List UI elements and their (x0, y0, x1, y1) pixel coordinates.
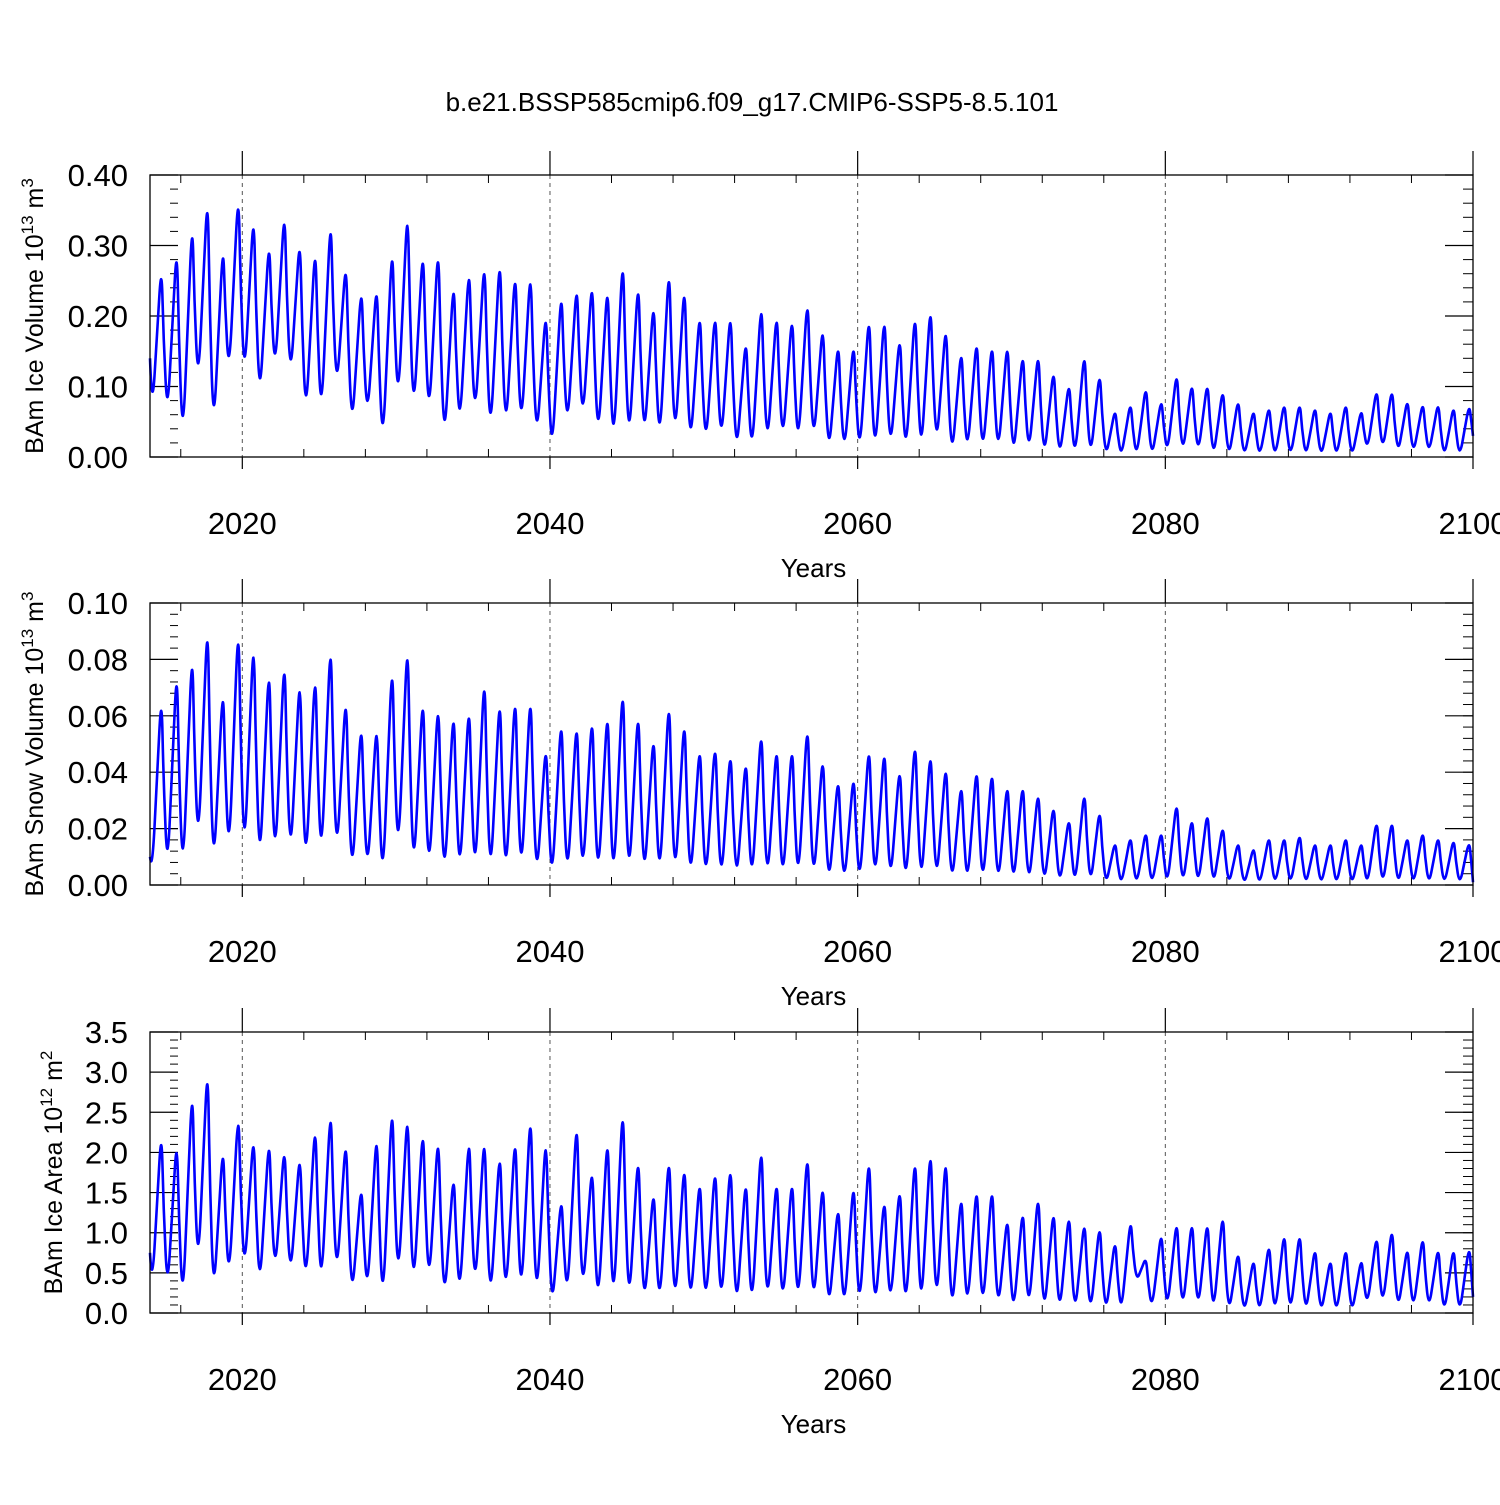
y-tick-label: 0.40 (68, 158, 128, 193)
y-tick-label: 3.0 (85, 1055, 128, 1090)
plot-frame (149, 1031, 1474, 1314)
x-tick-label: 2080 (1131, 934, 1200, 969)
y-tick-label: 0.02 (68, 812, 128, 847)
y-tick-label: 1.0 (85, 1216, 128, 1251)
series-line-ice-area (148, 1083, 1475, 1307)
y-axis-label: BAm Snow Volume 1013 m3 (18, 592, 49, 897)
x-axis-label: Years (781, 1409, 847, 1439)
panel-ice-volume: 2020 2040 2060 2080 2100 0.00 0.10 0.20 0.30 0.40… (18, 151, 1500, 583)
series-line-ice-volume (148, 208, 1475, 452)
y-tick-label: 0.10 (68, 586, 128, 621)
y-tick-label: 1.5 (85, 1176, 128, 1211)
y-tick-label: 3.5 (85, 1015, 128, 1050)
x-tick-label: 2080 (1131, 506, 1200, 541)
panel-ice-area: 2020 2040 2060 2080 2100 0.0 0.5 1.0 1.5 2.0 2.5 3.… (37, 1008, 1500, 1439)
y-label-unit: m (40, 1060, 68, 1088)
y-tick-label: 0.00 (68, 868, 128, 903)
x-tick-label: 2100 (1439, 934, 1500, 969)
x-tick-label: 2060 (823, 934, 892, 969)
plot-frame (149, 602, 1474, 886)
x-tick-label: 2040 (515, 1362, 584, 1397)
y-tick-label: 0.06 (68, 699, 128, 734)
x-tick-label: 2100 (1439, 506, 1500, 541)
x-tick-label: 2040 (515, 506, 584, 541)
x-tick-label: 2020 (208, 1362, 277, 1397)
y-tick-label: 0.30 (68, 229, 128, 264)
x-tick-label: 2080 (1131, 1362, 1200, 1397)
y-label-unit-exponent: 3 (18, 178, 37, 187)
series-line-snow-volume (148, 641, 1475, 883)
y-label-text: BAm Ice Area 10 (40, 1107, 68, 1295)
y-tick-label: 0.08 (68, 642, 128, 677)
y-label-text: BAm Snow Volume 10 (21, 648, 49, 897)
y-tick-label: 0.5 (85, 1256, 128, 1291)
x-tick-label: 2040 (515, 934, 584, 969)
y-tick-label: 2.5 (85, 1095, 128, 1130)
y-label-exponent: 13 (18, 215, 37, 234)
y-label-unit-exponent: 3 (18, 592, 37, 601)
y-tick-label: 0.00 (68, 440, 128, 475)
plot-frame (149, 174, 1474, 458)
y-tick-label: 0.0 (85, 1296, 128, 1331)
x-tick-label: 2100 (1439, 1362, 1500, 1397)
y-tick-label: 0.10 (68, 370, 128, 405)
y-label-unit-exponent: 2 (37, 1051, 56, 1060)
panel-snow-volume: 2020 2040 2060 2080 2100 0.00 0.02 0.04 0.06 0.08… (18, 579, 1500, 1011)
figure-title: b.e21.BSSP585cmip6.f09_g17.CMIP6-SSP5-8.… (446, 87, 1059, 117)
x-tick-label: 2060 (823, 1362, 892, 1397)
y-label-unit: m (21, 601, 49, 629)
y-label-exponent: 12 (37, 1088, 56, 1107)
y-axis-label: BAm Ice Volume 1013 m3 (18, 178, 49, 454)
y-tick-label: 0.04 (68, 755, 128, 790)
y-label-unit: m (21, 188, 49, 216)
x-axis-label: Years (781, 981, 847, 1011)
x-axis-label: Years (781, 553, 847, 583)
y-tick-label: 0.20 (68, 299, 128, 334)
x-tick-label: 2020 (208, 934, 277, 969)
x-tick-label: 2020 (208, 506, 277, 541)
y-label-text: BAm Ice Volume 10 (21, 234, 49, 454)
y-label-exponent: 13 (18, 629, 37, 648)
y-tick-label: 2.0 (85, 1135, 128, 1170)
y-axis-label: BAm Ice Area 1012 m2 (37, 1051, 68, 1295)
x-tick-label: 2060 (823, 506, 892, 541)
